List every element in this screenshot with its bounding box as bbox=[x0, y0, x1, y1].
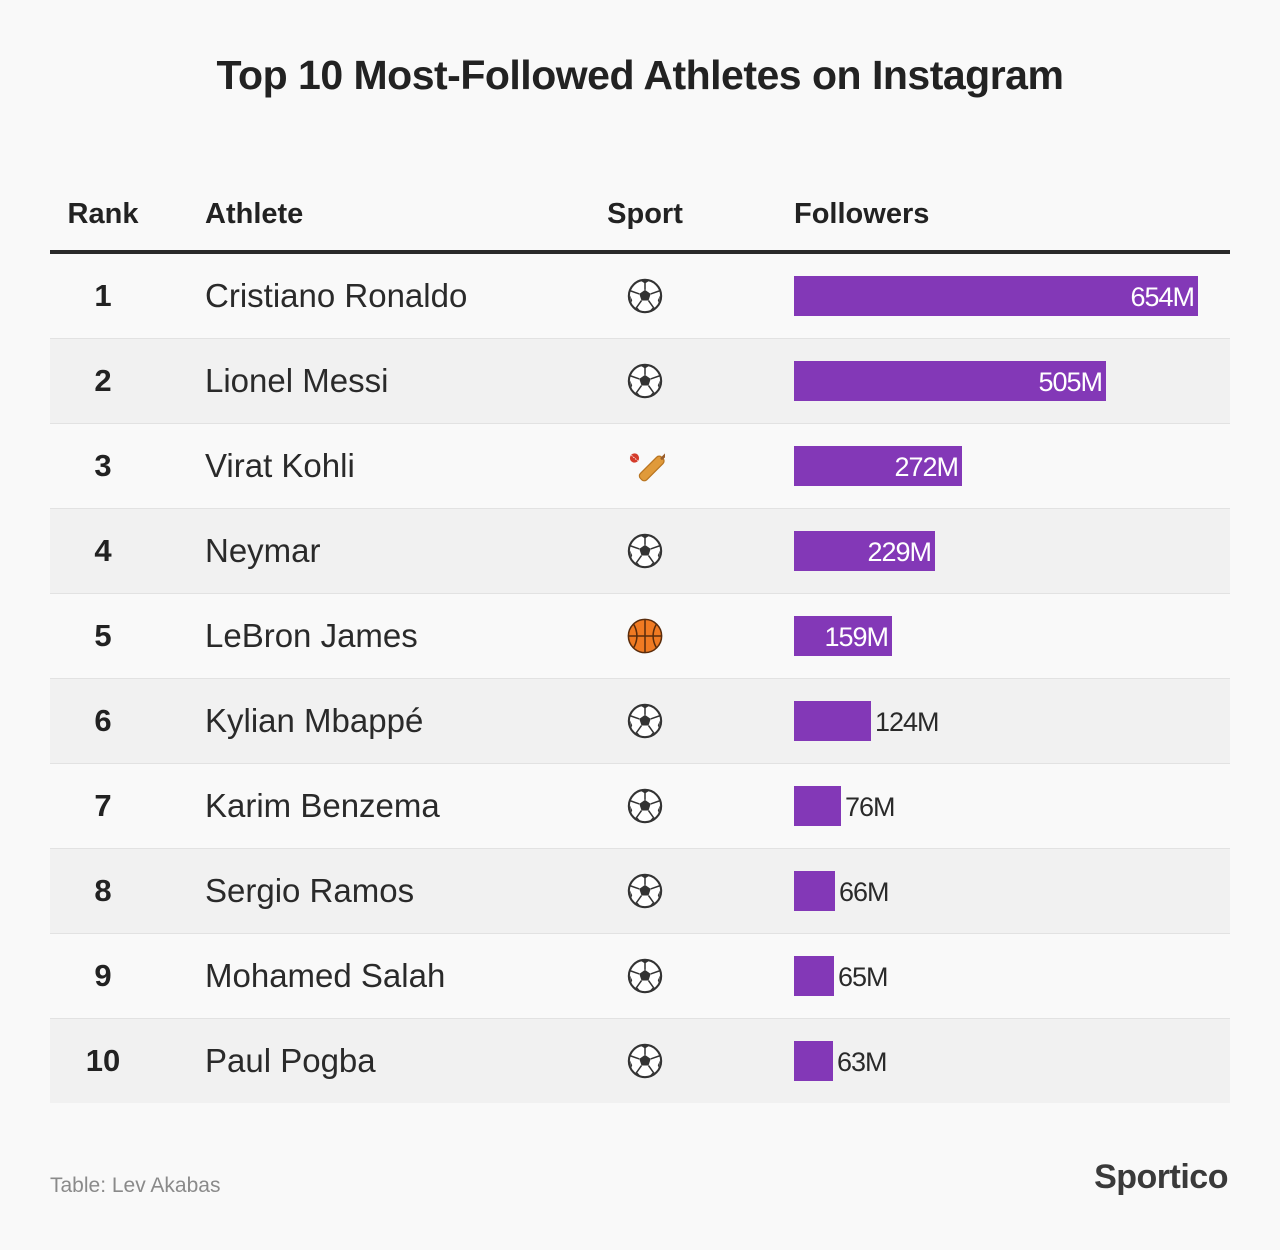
followers-cell: 505M bbox=[794, 339, 1214, 423]
sport-cell bbox=[595, 764, 695, 848]
athlete-name: Virat Kohli bbox=[205, 447, 355, 484]
table-row: 5 LeBron James 159M bbox=[50, 594, 1230, 679]
rank-cell: 1 bbox=[94, 278, 112, 313]
followers-value-label: 654M bbox=[1130, 282, 1195, 312]
athlete-name: Mohamed Salah bbox=[205, 957, 446, 994]
soccer-ball-icon bbox=[626, 957, 664, 995]
followers-value-label: 159M bbox=[824, 622, 889, 652]
followers-value-label: 505M bbox=[1038, 367, 1103, 397]
rank-cell: 5 bbox=[94, 618, 112, 653]
rank-cell: 3 bbox=[94, 448, 112, 483]
followers-bar bbox=[794, 446, 962, 486]
header-rank: Rank bbox=[67, 198, 139, 230]
sport-cell bbox=[595, 509, 695, 593]
followers-cell: 65M bbox=[794, 934, 1214, 1018]
followers-value-label: 124M bbox=[875, 707, 940, 737]
sport-cell bbox=[595, 594, 695, 678]
followers-bar bbox=[794, 786, 841, 826]
rank-cell: 9 bbox=[94, 958, 112, 993]
sport-cell bbox=[595, 849, 695, 933]
sport-cell bbox=[595, 339, 695, 423]
followers-bar bbox=[794, 276, 1198, 316]
sport-cell bbox=[595, 424, 695, 508]
table-row: 4 Neymar 229M bbox=[50, 509, 1230, 594]
chart-title: Top 10 Most-Followed Athletes on Instagr… bbox=[216, 52, 1064, 98]
followers-cell: 229M bbox=[794, 509, 1214, 593]
followers-bar bbox=[794, 616, 892, 656]
soccer-ball-icon bbox=[626, 532, 664, 570]
source-credit: Table: Lev Akabas bbox=[50, 1174, 221, 1197]
followers-value-label: 76M bbox=[845, 792, 896, 822]
followers-cell: 272M bbox=[794, 424, 1214, 508]
brand-logo: Sportico bbox=[1094, 1158, 1228, 1196]
sport-cell bbox=[595, 254, 695, 338]
athlete-name: Lionel Messi bbox=[205, 362, 389, 399]
table-body: 1 Cristiano Ronaldo 654M 2 Lionel Messi 505M 3… bbox=[50, 254, 1230, 1103]
athlete-name: Paul Pogba bbox=[205, 1042, 376, 1079]
rank-cell: 2 bbox=[94, 363, 112, 398]
athlete-name: Karim Benzema bbox=[205, 787, 440, 824]
soccer-ball-icon bbox=[626, 702, 664, 740]
table-header: Rank Athlete Sport Followers bbox=[50, 190, 1230, 254]
rank-cell: 6 bbox=[94, 703, 112, 738]
table-row: 9 Mohamed Salah 65M bbox=[50, 934, 1230, 1019]
table-row: 3 Virat Kohli 272M bbox=[50, 424, 1230, 509]
followers-value-label: 65M bbox=[838, 962, 889, 992]
soccer-ball-icon bbox=[626, 362, 664, 400]
followers-cell: 124M bbox=[794, 679, 1214, 763]
followers-value-label: 63M bbox=[837, 1047, 888, 1077]
followers-value-label: 272M bbox=[894, 452, 959, 482]
rank-cell: 10 bbox=[85, 1043, 121, 1078]
table-row: 2 Lionel Messi 505M bbox=[50, 339, 1230, 424]
followers-cell: 159M bbox=[794, 594, 1214, 678]
followers-cell: 654M bbox=[794, 254, 1214, 338]
followers-value-label: 66M bbox=[839, 877, 890, 907]
rank-cell: 4 bbox=[94, 533, 112, 568]
followers-value-label: 229M bbox=[867, 537, 932, 567]
athlete-name: Neymar bbox=[205, 532, 321, 569]
table-row: 7 Karim Benzema 76M bbox=[50, 764, 1230, 849]
followers-bar bbox=[794, 871, 835, 911]
basketball-icon bbox=[626, 617, 664, 655]
header-sport: Sport bbox=[607, 198, 683, 230]
soccer-ball-icon bbox=[626, 1042, 664, 1080]
followers-cell: 76M bbox=[794, 764, 1214, 848]
followers-bar bbox=[794, 956, 834, 996]
athlete-name: Kylian Mbappé bbox=[205, 702, 424, 739]
header-athlete: Athlete bbox=[205, 198, 304, 230]
followers-cell: 66M bbox=[794, 849, 1214, 933]
followers-bar bbox=[794, 531, 935, 571]
table-row: 6 Kylian Mbappé 124M bbox=[50, 679, 1230, 764]
followers-bar bbox=[794, 701, 871, 741]
rank-cell: 8 bbox=[94, 873, 112, 908]
athletes-table: Rank Athlete Sport Followers 1 Cristiano … bbox=[50, 190, 1230, 1103]
athlete-name: Cristiano Ronaldo bbox=[205, 277, 468, 314]
header-followers: Followers bbox=[794, 198, 930, 230]
sport-cell bbox=[595, 934, 695, 1018]
followers-bar bbox=[794, 361, 1106, 401]
table-row: 1 Cristiano Ronaldo 654M bbox=[50, 254, 1230, 339]
followers-cell: 63M bbox=[794, 1019, 1214, 1103]
followers-bar bbox=[794, 1041, 833, 1081]
athlete-name: LeBron James bbox=[205, 617, 418, 654]
cricket-bat-icon bbox=[625, 446, 665, 486]
rank-cell: 7 bbox=[94, 788, 112, 823]
soccer-ball-icon bbox=[626, 277, 664, 315]
table-row: 10 Paul Pogba 63M bbox=[50, 1019, 1230, 1103]
table-row: 8 Sergio Ramos 66M bbox=[50, 849, 1230, 934]
soccer-ball-icon bbox=[626, 787, 664, 825]
athlete-name: Sergio Ramos bbox=[205, 872, 415, 909]
sport-cell bbox=[595, 1019, 695, 1103]
sport-cell bbox=[595, 679, 695, 763]
soccer-ball-icon bbox=[626, 872, 664, 910]
